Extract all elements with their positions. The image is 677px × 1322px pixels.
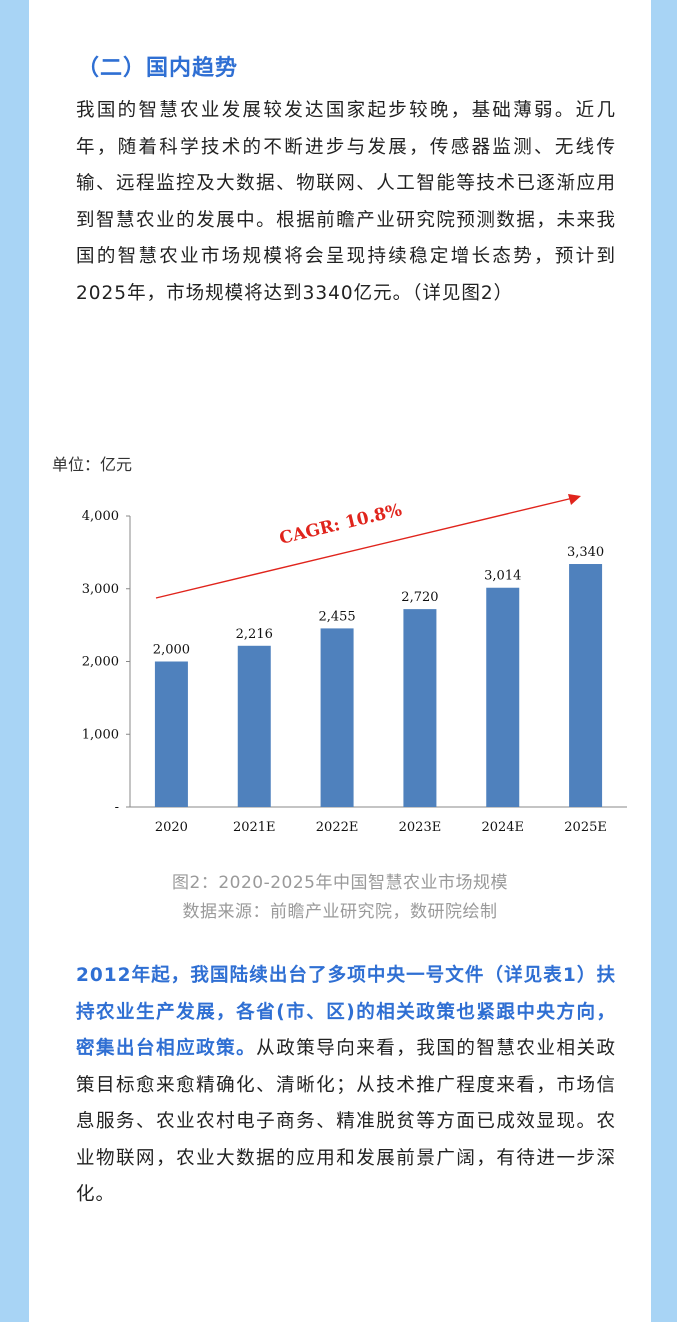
bar-value-label: 2,720	[401, 590, 438, 605]
policy-highlight: 2012年起，我国陆续出台了多项中央一号文件（详见表1）扶持农业生产发展，各省(…	[76, 965, 616, 1059]
bar-value-label: 3,340	[567, 545, 604, 560]
x-category-label: 2025E	[564, 820, 607, 835]
bar-2023E	[403, 609, 437, 807]
figure-source: 数据来源：前瞻产业研究院，数研院绘制	[182, 902, 498, 922]
x-category-label: 2022E	[316, 820, 359, 835]
intro-paragraph: 我国的智慧农业发展较发达国家起步较晚，基础薄弱。近几年，随着科学技术的不断进步与…	[76, 100, 616, 304]
bar-value-label: 3,014	[484, 569, 521, 584]
bar-2021E	[237, 645, 271, 807]
y-tick-label: 4,000	[82, 509, 119, 524]
chart-unit-label: 单位：亿元	[52, 455, 133, 474]
bar-value-label: 2,000	[153, 643, 190, 658]
cagr-arrow-head	[568, 494, 581, 505]
bar-2025E	[569, 564, 603, 807]
bar-2022E	[320, 628, 354, 807]
y-tick-label: 3,000	[82, 582, 119, 597]
article-page: （二）国内趋势 我国的智慧农业发展较发达国家起步较晚，基础薄弱。近几年，随着科学…	[29, 0, 651, 1322]
market-size-bar-chart: - 1,000 2,000 3,000 4,000 2,000 2020 2,216 2021E…	[82, 494, 627, 835]
policy-body: 从政策导向来看，我国的智慧农业相关政策目标愈来愈精确化、清晰化；从技术推广程度来…	[76, 1038, 616, 1205]
policy-paragraph: 2012年起，我国陆续出台了多项中央一号文件（详见表1）扶持农业生产发展，各省(…	[76, 958, 616, 1214]
figure-caption: 图2：2020-2025年中国智慧农业市场规模	[172, 873, 508, 893]
bar-value-label: 2,455	[318, 609, 355, 624]
y-tick-label: 2,000	[82, 655, 119, 670]
y-tick-label: -	[115, 800, 119, 815]
x-category-label: 2021E	[233, 820, 276, 835]
x-category-label: 2020	[155, 820, 188, 835]
bar-value-label: 2,216	[236, 627, 273, 642]
section-title: （二）国内趋势	[77, 56, 239, 81]
cagr-arrow-line	[155, 497, 574, 599]
bar-2020	[154, 661, 188, 807]
y-tick-label: 1,000	[82, 727, 119, 742]
x-category-label: 2023E	[399, 820, 442, 835]
cagr-annotation: CAGR: 10.8%	[277, 500, 403, 549]
bar-2024E	[486, 587, 520, 807]
x-category-label: 2024E	[481, 820, 524, 835]
